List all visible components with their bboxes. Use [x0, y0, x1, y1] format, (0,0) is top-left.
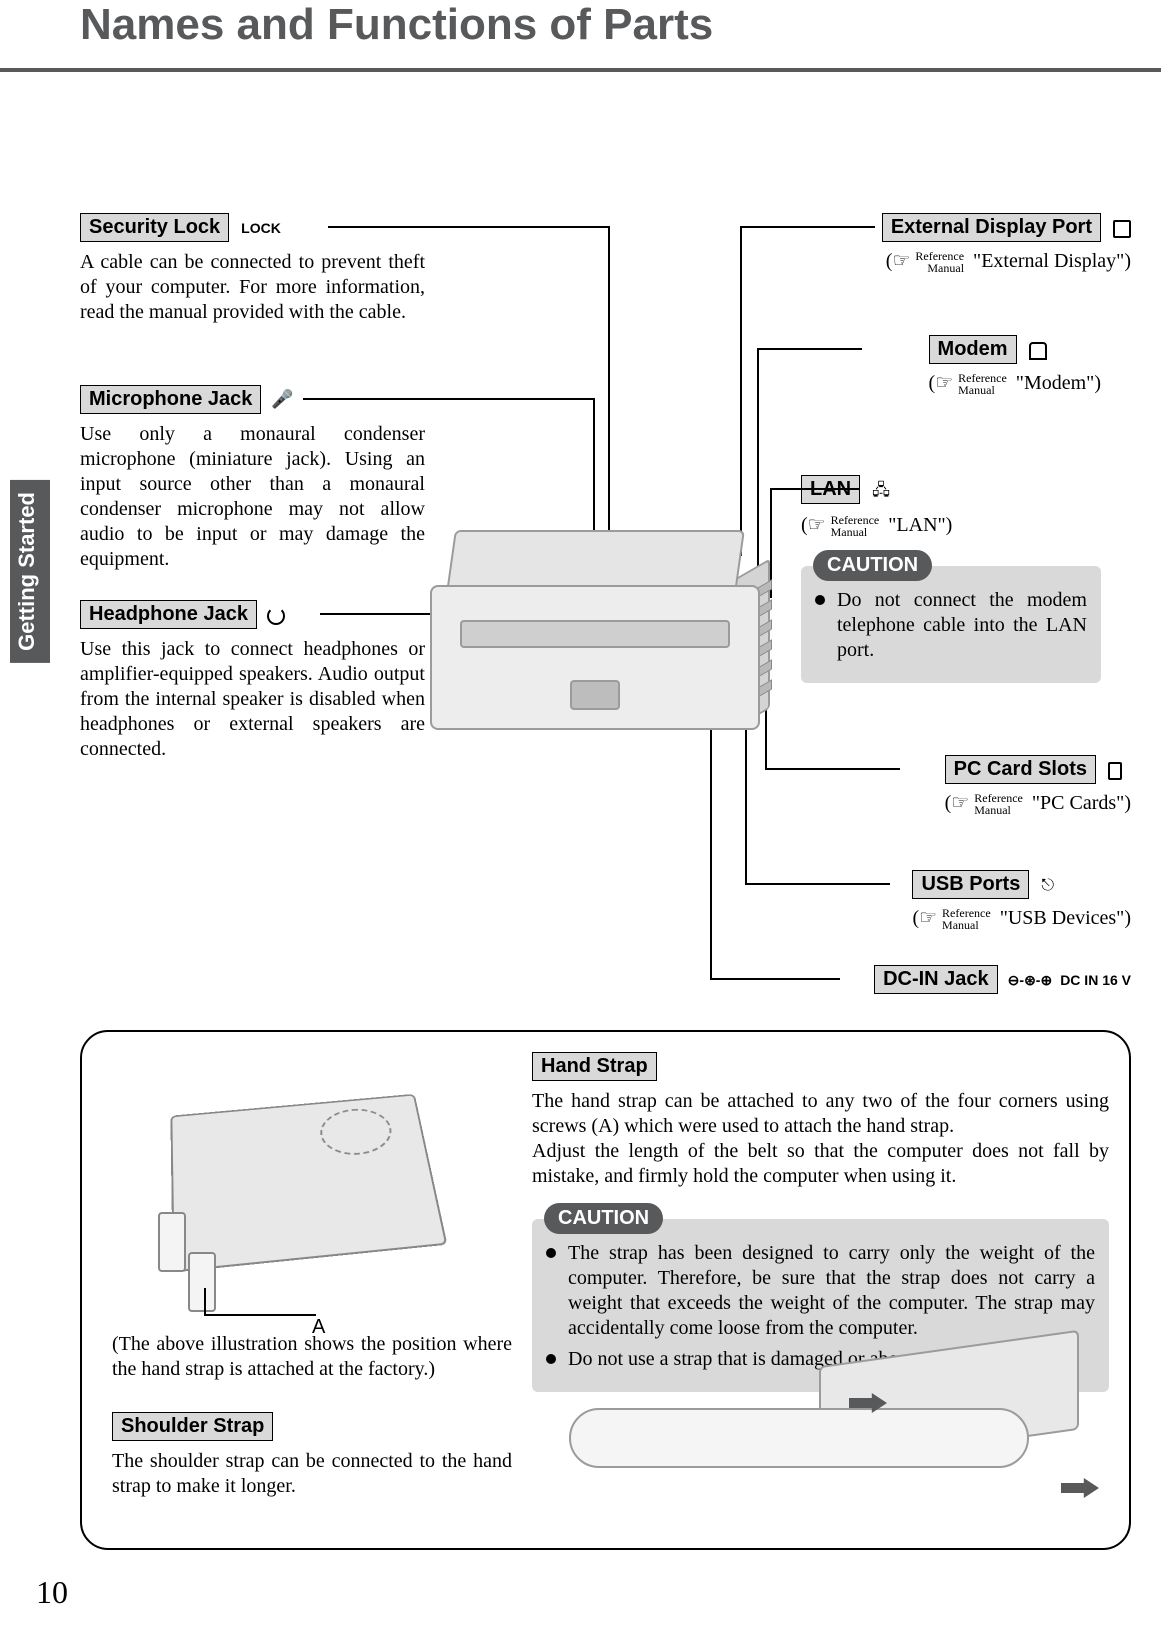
- headphone-body: Use this jack to connect headphones or a…: [80, 637, 425, 762]
- leader: [710, 978, 840, 980]
- microphone-block: Microphone Jack 🎤 Use only a monaural co…: [80, 385, 425, 572]
- lock-sub: LOCK: [241, 220, 281, 236]
- modem-block: Modem (☞ ReferenceManual "Modem"): [929, 335, 1101, 396]
- ref-mini: ReferenceManual: [958, 372, 1007, 396]
- leader: [710, 720, 712, 978]
- pointer-icon: ☞: [919, 907, 937, 929]
- display-icon: [1113, 220, 1131, 238]
- leader: [303, 398, 593, 400]
- ref-topic: "LAN"): [888, 514, 952, 536]
- ref-topic: "USB Devices"): [1000, 907, 1131, 929]
- bullet-icon: [546, 1354, 556, 1364]
- modem-icon: [1029, 342, 1047, 360]
- bullet-icon: [546, 1248, 556, 1258]
- ref-mini: ReferenceManual: [915, 250, 964, 274]
- handstrap-illustration: A: [112, 1072, 492, 1352]
- lan-icon: 🖧: [872, 482, 890, 499]
- ext-display-ref: (☞ ReferenceManual "External Display"): [882, 248, 1131, 274]
- handstrap-label: Hand Strap: [532, 1052, 657, 1081]
- usb-ref: (☞ ReferenceManual "USB Devices"): [912, 905, 1131, 931]
- ref-mini: ReferenceManual: [974, 792, 1023, 816]
- dcin-symbol: ⊖-⊛-⊕: [1008, 972, 1053, 988]
- headphone-block: Headphone Jack Use this jack to connect …: [80, 600, 425, 762]
- pccard-label: PC Card Slots: [945, 755, 1096, 784]
- leader: [745, 883, 890, 885]
- headphone-label: Headphone Jack: [80, 600, 257, 629]
- pccard-ref: (☞ ReferenceManual "PC Cards"): [945, 790, 1131, 816]
- illustration-note: (The above illustration shows the positi…: [112, 1332, 512, 1382]
- usb-label: USB Ports: [912, 870, 1029, 899]
- illus-corner: [158, 1212, 186, 1272]
- ext-display-label: External Display Port: [882, 213, 1101, 242]
- device-illustration: [430, 530, 760, 730]
- ref-mini: ReferenceManual: [942, 907, 991, 931]
- shoulderstrap-body: The shoulder strap can be connected to t…: [112, 1449, 512, 1499]
- bottom-panel: A (The above illustration shows the posi…: [80, 1030, 1131, 1550]
- shoulderstrap-illustration: [569, 1348, 1109, 1538]
- arrow-icon: [1061, 1478, 1099, 1498]
- pointer-icon: ☞: [935, 372, 953, 394]
- ref-mini: ReferenceManual: [831, 514, 880, 538]
- lan-caution: CAUTION Do not connect the modem telepho…: [801, 566, 1101, 683]
- pointer-icon: ☞: [951, 792, 969, 814]
- ref-topic: "External Display"): [973, 250, 1131, 272]
- pointer-icon: ☞: [808, 514, 826, 536]
- pointer-icon: ☞: [892, 250, 910, 272]
- leader: [765, 768, 900, 770]
- caution-title: CAUTION: [544, 1203, 663, 1234]
- ref-topic: "PC Cards"): [1032, 792, 1131, 814]
- caution-b1: The strap has been designed to carry onl…: [568, 1241, 1095, 1341]
- dcin-spec: DC IN 16 V: [1060, 972, 1131, 988]
- lan-ref: (☞ ReferenceManual "LAN"): [801, 512, 1101, 538]
- headphone-icon: [267, 607, 285, 625]
- pccard-block: PC Card Slots (☞ ReferenceManual "PC Car…: [945, 755, 1131, 816]
- usb-icon: ⎋: [1041, 877, 1054, 894]
- marker-line: [204, 1288, 206, 1314]
- illus-box: [170, 1094, 447, 1273]
- shoulderstrap-label: Shoulder Strap: [112, 1412, 273, 1441]
- dev-slot: [460, 620, 730, 648]
- microphone-label: Microphone Jack: [80, 385, 261, 414]
- top-rule: [0, 68, 1161, 72]
- illus-corner: [188, 1252, 216, 1312]
- security-lock-label: Security Lock: [80, 213, 229, 242]
- dcin-label: DC-IN Jack: [874, 965, 998, 994]
- page-number: 10: [36, 1574, 68, 1611]
- ext-display-block: External Display Port (☞ ReferenceManual…: [882, 213, 1131, 274]
- leader: [328, 226, 608, 228]
- bullet-icon: [815, 595, 825, 605]
- lan-caution-body: Do not connect the modem telephone cable…: [837, 588, 1087, 663]
- leader: [770, 488, 860, 490]
- modem-label: Modem: [929, 335, 1017, 364]
- marker-line: [204, 1314, 316, 1316]
- lan-label: LAN: [801, 475, 860, 504]
- modem-ref: (☞ ReferenceManual "Modem"): [929, 370, 1101, 396]
- handstrap-p2: Adjust the length of the belt so that th…: [532, 1139, 1109, 1189]
- leader: [608, 226, 610, 536]
- illus-strap: [569, 1408, 1029, 1468]
- microphone-body: Use only a monaural condenser microphone…: [80, 422, 425, 572]
- leader: [740, 226, 742, 556]
- pccard-icon: [1108, 762, 1122, 780]
- page-title: Names and Functions of Parts: [80, 0, 713, 50]
- mic-icon: 🎤: [271, 389, 293, 409]
- leader: [757, 348, 862, 350]
- shoulderstrap-block: Shoulder Strap The shoulder strap can be…: [112, 1412, 512, 1499]
- lan-block: LAN 🖧 (☞ ReferenceManual "LAN") CAUTION …: [801, 475, 1101, 683]
- caution-title: CAUTION: [813, 550, 932, 581]
- dcin-block: DC-IN Jack ⊖-⊛-⊕ DC IN 16 V: [874, 965, 1131, 994]
- security-lock-body: A cable can be connected to prevent thef…: [80, 250, 425, 325]
- security-lock-block: Security Lock LOCK A cable can be connec…: [80, 213, 425, 325]
- usb-block: USB Ports ⎋ (☞ ReferenceManual "USB Devi…: [912, 870, 1131, 931]
- dev-latch: [570, 680, 620, 710]
- leader: [740, 226, 875, 228]
- ref-topic: "Modem"): [1016, 372, 1101, 394]
- leader: [593, 398, 595, 548]
- handstrap-p1: The hand strap can be attached to any tw…: [532, 1089, 1109, 1139]
- section-tab: Getting Started: [10, 480, 50, 663]
